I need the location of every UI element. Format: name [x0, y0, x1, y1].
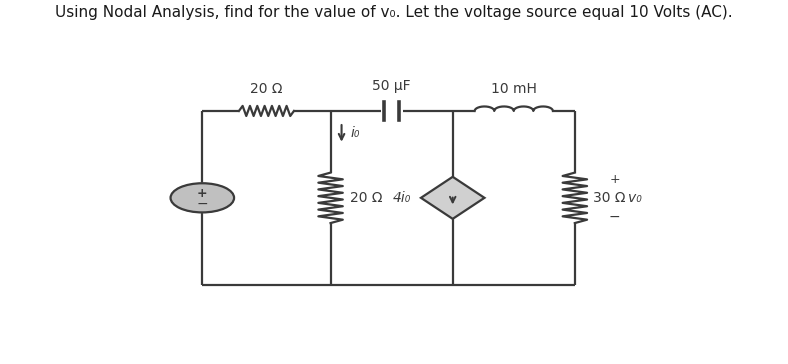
Text: −: − — [196, 196, 208, 210]
Text: 20 Ω: 20 Ω — [251, 82, 283, 95]
Text: +: + — [197, 187, 207, 200]
Circle shape — [170, 183, 234, 213]
Text: −: − — [608, 210, 620, 224]
Text: 4i₀: 4i₀ — [392, 191, 411, 205]
Text: 30 Ω: 30 Ω — [593, 191, 626, 205]
Polygon shape — [421, 177, 485, 219]
Text: v₀: v₀ — [628, 191, 642, 205]
Text: +: + — [609, 173, 620, 186]
Text: Using Nodal Analysis, find for the value of v₀. Let the voltage source equal 10 : Using Nodal Analysis, find for the value… — [55, 5, 733, 20]
Text: 20 Ω: 20 Ω — [350, 191, 383, 205]
Text: i₀: i₀ — [350, 126, 359, 141]
Text: 50 μF: 50 μF — [372, 79, 411, 93]
Text: 10 mH: 10 mH — [491, 82, 537, 95]
